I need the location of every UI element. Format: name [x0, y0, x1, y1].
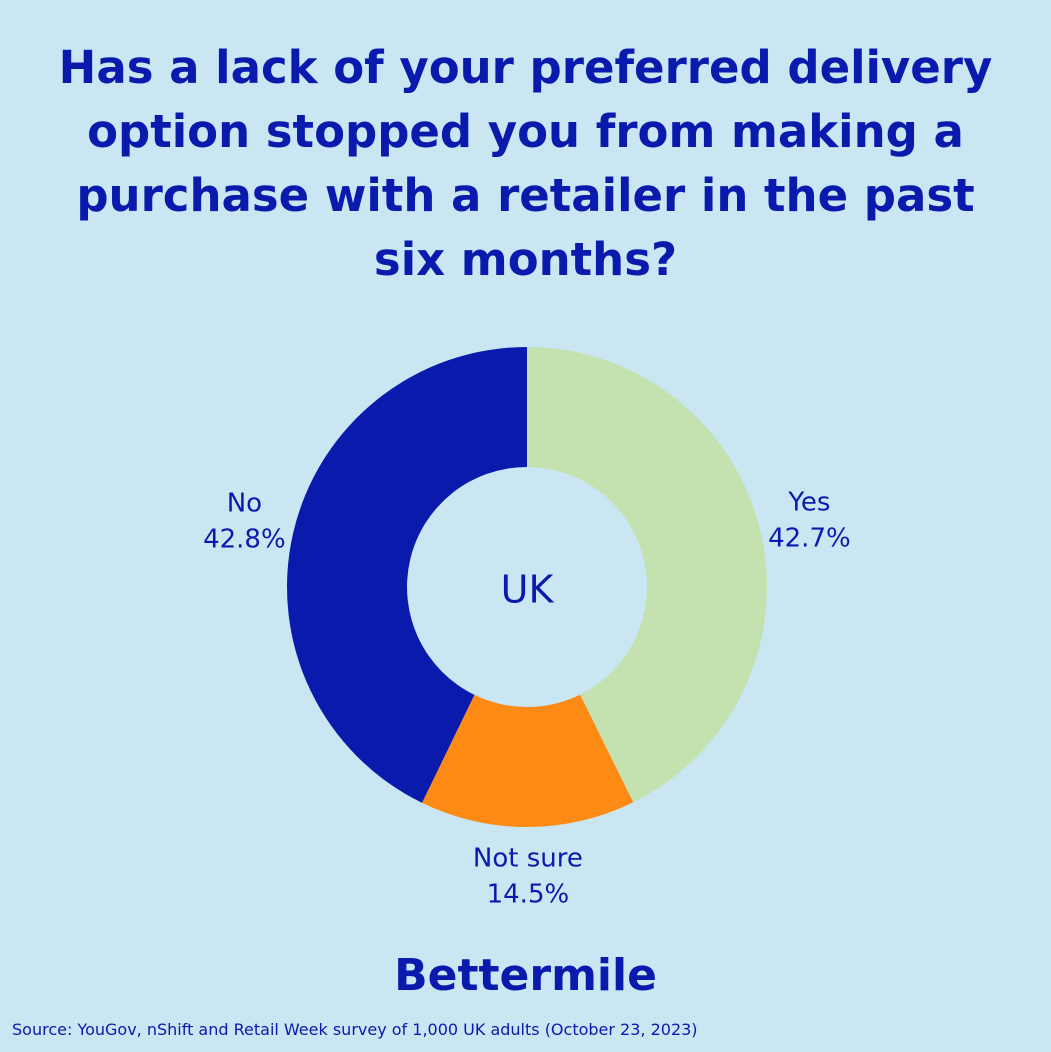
donut-slice	[287, 347, 527, 803]
slice-label: Not sure	[473, 843, 583, 873]
value-label: 42.8%	[203, 524, 286, 554]
slice-label: No	[227, 488, 262, 518]
value-label: 42.7%	[768, 524, 851, 554]
donut-slice	[422, 694, 634, 827]
brand-logo: Bettermile	[394, 950, 657, 1001]
source-note: Source: YouGov, nShift and Retail Week s…	[12, 1020, 698, 1039]
value-label: 14.5%	[487, 879, 570, 909]
donut-slice	[527, 347, 768, 803]
chart-title: Has a lack of your preferred delivery op…	[58, 41, 993, 286]
center-label: UK	[501, 568, 555, 612]
slice-label: Yes	[787, 488, 830, 518]
